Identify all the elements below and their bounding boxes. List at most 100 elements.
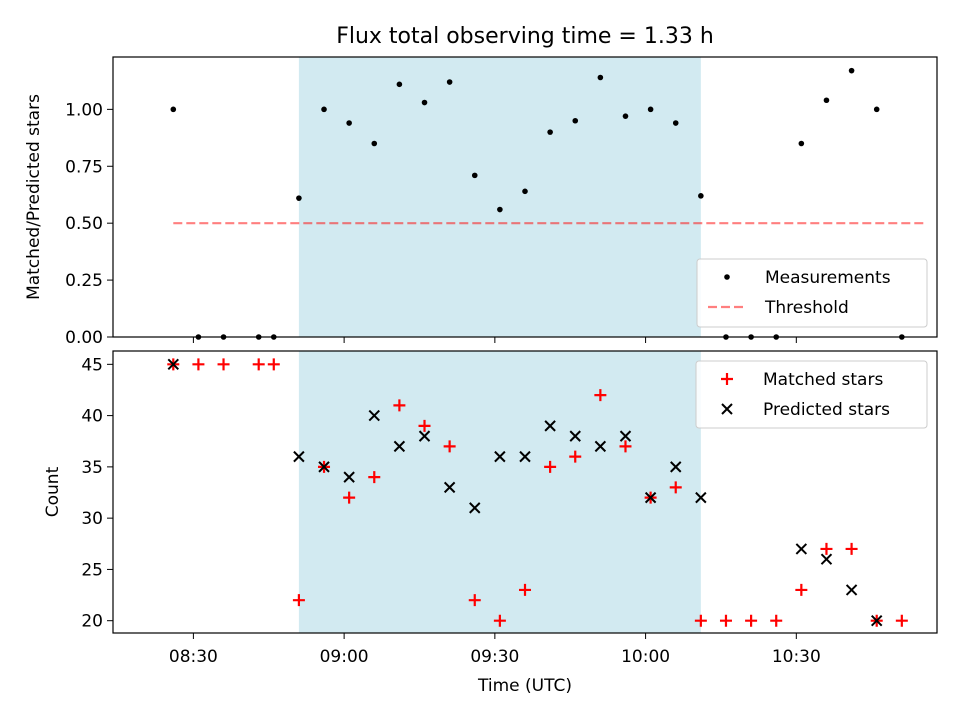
bottom-ytick-label: 35 — [81, 458, 103, 478]
predicted-star-point — [820, 553, 833, 565]
measurement-point — [672, 120, 679, 126]
legend-measurements-marker — [724, 274, 730, 280]
predicted-star-point — [594, 440, 607, 453]
matched-star-point — [745, 614, 758, 627]
matched-star-point — [669, 481, 682, 494]
predicted-star-point — [795, 543, 808, 555]
measurement-point — [296, 195, 302, 201]
legend-predicted-label: Predicted stars — [763, 400, 890, 420]
predicted-star-point — [343, 471, 355, 483]
top-legend: Measurements Threshold — [696, 258, 928, 328]
bottom-legend: Matched stars Predicted stars — [695, 360, 928, 429]
measurement-point — [547, 129, 553, 135]
xtick-label: 10:30 — [772, 647, 821, 667]
measurement-point — [522, 188, 528, 195]
legend-measurements-label: Measurements — [765, 268, 891, 288]
matched-star-point — [694, 614, 707, 627]
matched-star-point — [217, 358, 230, 371]
predicted-star-point — [619, 430, 632, 442]
predicted-star-point — [569, 430, 581, 442]
bottom-ytick-label: 25 — [81, 560, 103, 580]
measurement-point — [497, 206, 503, 213]
legend-matched-marker — [721, 373, 733, 385]
xtick-label: 10:00 — [621, 647, 670, 667]
predicted-star-point — [368, 409, 380, 422]
measurement-point — [622, 113, 629, 119]
top-ytick-label: 0.25 — [65, 271, 103, 291]
matched-star-point — [393, 399, 406, 412]
predicted-star-point — [494, 450, 506, 463]
top-observing-span — [298, 57, 701, 337]
measurement-point — [848, 67, 855, 74]
top-ytick-label: 0.00 — [65, 328, 103, 348]
matched-star-point — [252, 358, 265, 371]
matched-star-point — [795, 583, 808, 596]
matched-star-point — [368, 471, 381, 484]
matched-star-point — [594, 389, 607, 402]
measurement-point — [873, 106, 880, 113]
measurement-point — [597, 74, 604, 81]
bottom-ytick-label: 40 — [81, 407, 103, 427]
matched-star-point — [343, 491, 356, 504]
predicted-star-point — [845, 584, 858, 596]
predicted-star-point — [519, 450, 531, 463]
measurement-point — [698, 193, 704, 199]
predicted-star-point — [318, 461, 330, 473]
matched-star-point — [569, 450, 582, 463]
predicted-star-point — [393, 440, 406, 453]
measurement-point — [823, 97, 830, 104]
predicted-star-point — [293, 450, 305, 463]
matched-star-point — [292, 594, 305, 607]
matched-star-point — [619, 440, 632, 453]
matched-star-point — [770, 614, 783, 627]
matched-star-point — [418, 419, 431, 432]
top-y-axis-label: Matched/Predicted stars — [24, 94, 44, 300]
matched-star-point — [820, 542, 833, 555]
predicted-star-point — [469, 502, 481, 514]
matched-star-point — [719, 614, 732, 627]
bottom-observing-span — [298, 351, 701, 633]
measurement-point — [572, 117, 579, 124]
matched-star-point — [519, 583, 531, 596]
top-panel: 0.00 0.25 0.50 0.75 1.00 Matched/Predicted s… — [24, 56, 938, 348]
top-ytick-label: 0.50 — [65, 214, 103, 234]
matched-star-point — [544, 460, 557, 473]
bottom-panel: 20 25 30 35 40 45 08:30 09:00 09:30 10:00 10:30 C… — [43, 350, 938, 696]
measurement-point — [371, 140, 378, 147]
predicted-star-point — [167, 358, 180, 371]
measurement-point — [471, 172, 478, 179]
xtick-label: 08:30 — [169, 647, 218, 667]
predicted-star-point — [644, 491, 657, 504]
matched-star-point — [468, 594, 481, 607]
predicted-star-point — [544, 420, 556, 432]
matched-star-point — [267, 358, 280, 371]
bottom-legend-box — [695, 360, 928, 429]
bottom-axes-frame — [112, 350, 938, 634]
matched-star-point — [192, 358, 205, 371]
matched-star-point — [493, 614, 506, 627]
measurement-point — [396, 81, 403, 88]
matched-star-point — [845, 542, 858, 555]
xtick-label: 09:00 — [320, 647, 369, 667]
predicted-star-point — [695, 491, 707, 504]
top-ytick-label: 1.00 — [65, 100, 103, 120]
measurement-point — [647, 106, 654, 113]
top-axes-frame — [112, 56, 938, 338]
predicted-star-point — [443, 481, 456, 494]
bottom-y-axis-label: Count — [43, 466, 63, 517]
xtick-label: 09:30 — [470, 647, 519, 667]
top-ytick-label: 0.75 — [65, 157, 103, 177]
bottom-ytick-label: 30 — [81, 509, 103, 529]
matched-star-point — [443, 440, 456, 453]
legend-predicted-marker — [721, 403, 733, 415]
chart-title: Flux total observing time = 1.33 h — [336, 24, 714, 49]
predicted-star-point — [418, 430, 431, 442]
measurement-point — [321, 106, 327, 113]
x-axis-label: Time (UTC) — [477, 676, 572, 696]
measurement-point — [798, 140, 805, 147]
legend-threshold-label: Threshold — [764, 298, 849, 318]
measurement-point — [170, 106, 177, 113]
top-legend-box — [696, 258, 928, 328]
predicted-star-point — [670, 461, 682, 473]
